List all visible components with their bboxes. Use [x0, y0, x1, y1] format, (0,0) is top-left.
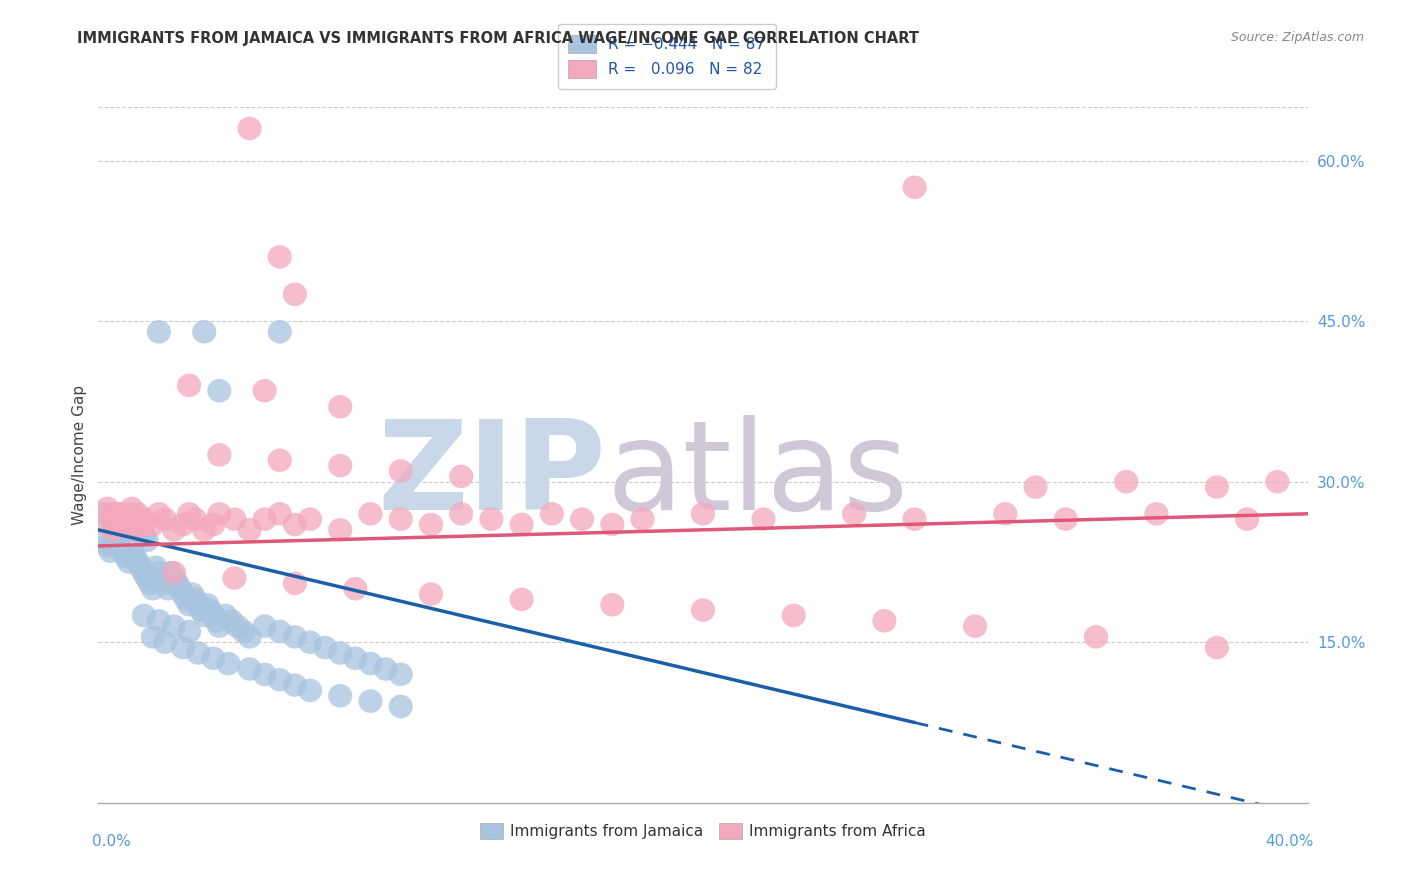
Text: ZIP: ZIP: [378, 416, 606, 536]
Text: atlas: atlas: [606, 416, 908, 536]
Text: IMMIGRANTS FROM JAMAICA VS IMMIGRANTS FROM AFRICA WAGE/INCOME GAP CORRELATION CH: IMMIGRANTS FROM JAMAICA VS IMMIGRANTS FR…: [77, 31, 920, 46]
Text: 40.0%: 40.0%: [1265, 834, 1313, 849]
Y-axis label: Wage/Income Gap: Wage/Income Gap: [72, 384, 87, 525]
Legend: Immigrants from Jamaica, Immigrants from Africa: Immigrants from Jamaica, Immigrants from…: [474, 817, 932, 846]
Text: Source: ZipAtlas.com: Source: ZipAtlas.com: [1230, 31, 1364, 45]
Text: 0.0%: 0.0%: [93, 834, 131, 849]
